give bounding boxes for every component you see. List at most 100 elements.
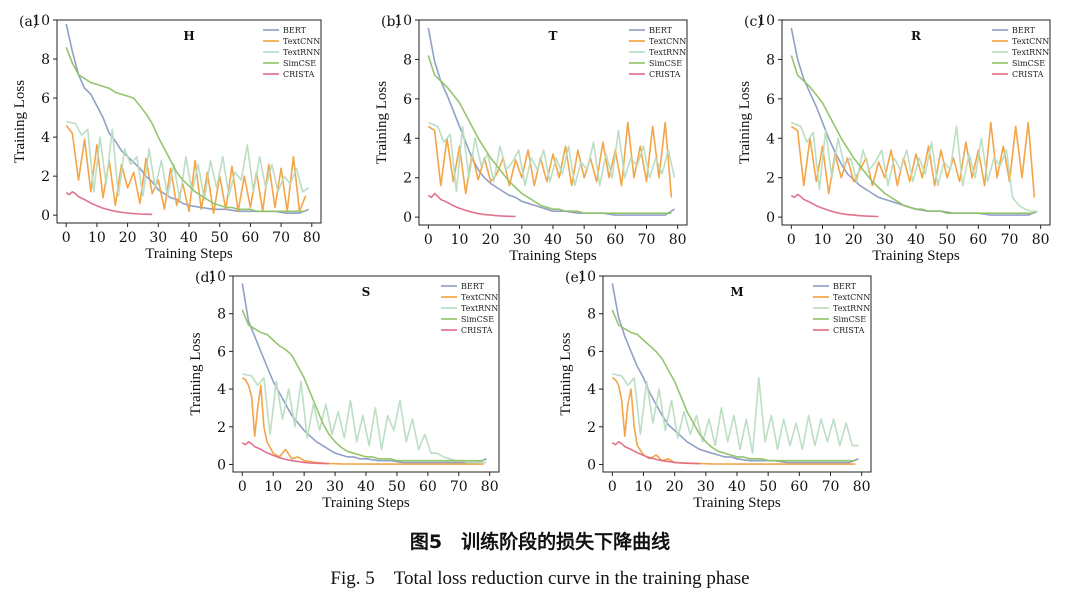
y-tick-label: 0 — [587, 457, 596, 473]
x-tick-label: 30 — [876, 232, 894, 248]
x-tick-label: 80 — [481, 479, 499, 495]
x-tick-label: 50 — [759, 479, 777, 495]
x-tick-label: 20 — [482, 232, 500, 248]
y-tick-label: 6 — [766, 92, 775, 108]
panel-title: S — [362, 285, 371, 299]
y-tick-label: 10 — [757, 13, 775, 29]
x-tick-label: 0 — [62, 230, 71, 246]
y-tick-label: 10 — [32, 13, 50, 29]
y-tick-label: 8 — [41, 52, 50, 68]
y-tick-label: 2 — [587, 420, 596, 436]
x-tick-label: 70 — [638, 232, 656, 248]
panel-label: (c) — [744, 14, 763, 30]
y-tick-label: 8 — [403, 52, 412, 68]
legend-label-bert: BERT — [833, 282, 857, 291]
x-tick-label: 80 — [853, 479, 871, 495]
y-tick-label: 2 — [217, 420, 226, 436]
legend-label-simcse: SimCSE — [833, 315, 866, 324]
y-tick-label: 0 — [41, 208, 50, 224]
panel-title: H — [183, 29, 194, 43]
legend-label-textrnn: TextRNN — [461, 304, 498, 313]
legend-label-crista: CRISTA — [1012, 70, 1044, 79]
series-line-crista — [241, 440, 329, 465]
x-axis-label: Training Steps — [509, 248, 597, 264]
legend-label-textcnn: TextCNN — [1012, 37, 1049, 46]
series-line-simcse — [611, 309, 856, 462]
y-tick-label: 6 — [403, 92, 412, 108]
plot-frame — [56, 19, 322, 224]
series-line-textrnn — [612, 373, 859, 455]
x-tick-label: 20 — [295, 479, 313, 495]
series-line-bert — [241, 283, 487, 464]
x-tick-label: 70 — [450, 479, 468, 495]
chart-panel-h: 0 2 4 6 8 10 0 10 20 30 40 50 60 70 80 Training Steps Tr… — [12, 13, 322, 262]
y-tick-label: 10 — [394, 13, 412, 29]
y-tick-label: 8 — [766, 52, 775, 68]
x-tick-label: 0 — [787, 232, 796, 248]
x-tick-label: 80 — [669, 232, 687, 248]
legend-label-textcnn: TextCNN — [833, 293, 870, 302]
y-tick-label: 4 — [41, 130, 50, 146]
legend-label-bert: BERT — [649, 26, 673, 35]
legend-label-bert: BERT — [1012, 26, 1036, 35]
series-line-crista — [611, 440, 700, 465]
legend-label-crista: CRISTA — [283, 70, 315, 79]
y-tick-label: 0 — [217, 457, 226, 473]
panel-label: (b) — [381, 14, 401, 30]
y-tick-label: 8 — [217, 307, 226, 323]
panel-label: (d) — [195, 270, 215, 286]
x-tick-label: 20 — [119, 230, 137, 246]
y-tick-label: 6 — [587, 344, 596, 360]
x-tick-label: 30 — [149, 230, 167, 246]
plot-frame — [602, 275, 872, 473]
caption-english: Fig. 5 Total loss reduction curve in the… — [330, 568, 750, 589]
series-line-crista — [790, 193, 879, 218]
y-tick-label: 6 — [41, 91, 50, 107]
y-axis-label: Training Loss — [12, 80, 28, 163]
x-tick-label: 30 — [513, 232, 531, 248]
x-tick-label: 20 — [666, 479, 684, 495]
legend-label-simcse: SimCSE — [283, 59, 316, 68]
series-line-textrnn — [66, 120, 310, 201]
y-tick-label: 4 — [217, 382, 226, 398]
series-line-bert — [611, 283, 859, 464]
legend-label-textrnn: TextRNN — [283, 48, 320, 57]
series-line-bert — [427, 27, 675, 216]
x-tick-label: 40 — [907, 232, 925, 248]
y-axis-label: Training Loss — [737, 81, 753, 164]
x-tick-label: 10 — [814, 232, 832, 248]
x-tick-label: 60 — [790, 479, 808, 495]
chart-panel-r: 0 2 4 6 8 10 0 10 20 30 40 50 60 70 80 Training Steps Tr… — [737, 13, 1051, 264]
x-tick-label: 40 — [544, 232, 562, 248]
x-tick-label: 80 — [303, 230, 321, 246]
x-tick-label: 20 — [845, 232, 863, 248]
legend-label-textrnn: TextRNN — [649, 48, 686, 57]
legend-label-textrnn: TextRNN — [1012, 48, 1049, 57]
x-tick-label: 10 — [88, 230, 106, 246]
x-tick-label: 50 — [211, 230, 229, 246]
chart-panel-m: 0 2 4 6 8 10 0 10 20 30 40 50 60 70 80 Training Steps Tr… — [558, 269, 872, 511]
panel-label: (e) — [565, 270, 584, 286]
y-tick-label: 2 — [41, 169, 50, 185]
legend-label-simcse: SimCSE — [649, 59, 682, 68]
series-line-textrnn — [790, 121, 1038, 212]
caption-chinese: 图5 训练阶段的损失下降曲线 — [409, 531, 671, 553]
x-tick-label: 60 — [419, 479, 437, 495]
y-axis-label: Training Loss — [188, 332, 204, 415]
x-tick-label: 30 — [326, 479, 344, 495]
plot-frame — [418, 19, 688, 226]
series-line-textcnn — [65, 124, 307, 214]
x-tick-label: 40 — [357, 479, 375, 495]
panel-label: (a) — [19, 14, 38, 30]
y-axis-label: Training Loss — [374, 81, 390, 164]
series-line-textcnn — [427, 121, 673, 198]
legend-label-textcnn: TextCNN — [283, 37, 320, 46]
plot-frame — [232, 275, 500, 473]
series-line-bert — [65, 23, 310, 214]
x-tick-label: 50 — [938, 232, 956, 248]
series-line-textrnn — [427, 121, 676, 193]
x-tick-label: 0 — [424, 232, 433, 248]
y-tick-label: 6 — [217, 344, 226, 360]
y-tick-label: 0 — [766, 210, 775, 226]
x-tick-label: 10 — [635, 479, 653, 495]
